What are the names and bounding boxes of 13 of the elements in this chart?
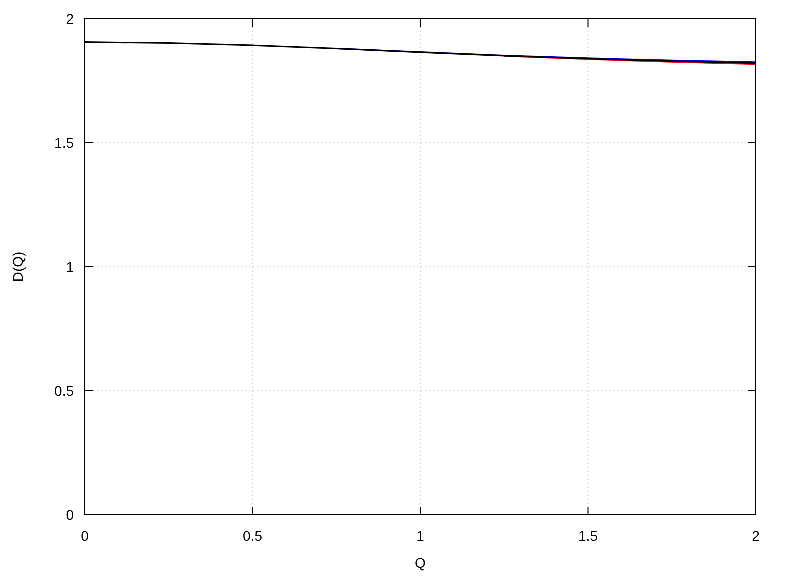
x-tick-label: 1.5	[578, 528, 598, 544]
x-tick-label: 1	[416, 528, 425, 544]
y-axis-title: D(Q)	[10, 252, 26, 282]
x-tick-label: 0	[81, 528, 90, 544]
y-tick-label: 1	[66, 259, 74, 275]
y-tick-label: 1.5	[54, 135, 74, 151]
y-tick-label: 0	[66, 507, 74, 523]
x-tick-label: 2	[752, 528, 760, 544]
y-tick-label: 2	[66, 11, 74, 27]
line-series	[504, 55, 757, 66]
y-tick-label: 0.5	[54, 383, 74, 399]
x-tick-label: 0.5	[243, 528, 263, 544]
x-axis-title: Q	[415, 555, 426, 571]
